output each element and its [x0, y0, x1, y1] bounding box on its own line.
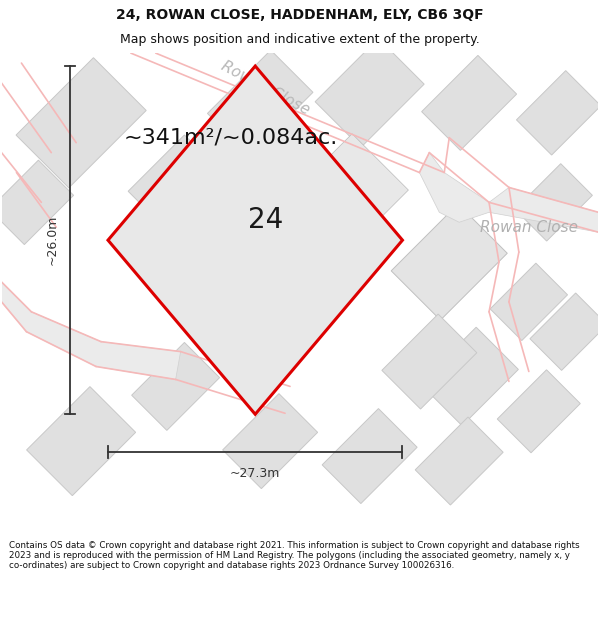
Polygon shape — [419, 152, 598, 232]
Polygon shape — [208, 50, 313, 156]
Polygon shape — [420, 328, 518, 426]
Polygon shape — [271, 134, 409, 271]
Text: 24: 24 — [248, 206, 283, 234]
Polygon shape — [490, 263, 568, 341]
Text: Map shows position and indicative extent of the property.: Map shows position and indicative extent… — [120, 33, 480, 46]
Polygon shape — [223, 394, 317, 489]
Polygon shape — [517, 71, 600, 155]
Text: ~27.3m: ~27.3m — [230, 468, 280, 481]
Text: Rowan Close: Rowan Close — [480, 220, 578, 235]
Polygon shape — [2, 282, 181, 379]
Text: Contains OS data © Crown copyright and database right 2021. This information is : Contains OS data © Crown copyright and d… — [9, 541, 580, 571]
Polygon shape — [391, 204, 507, 320]
Polygon shape — [415, 417, 503, 505]
Polygon shape — [108, 66, 403, 414]
Polygon shape — [0, 160, 74, 244]
Text: ~26.0m: ~26.0m — [46, 215, 59, 266]
Polygon shape — [131, 342, 220, 431]
Polygon shape — [26, 387, 136, 496]
Text: 24, ROWAN CLOSE, HADDENHAM, ELY, CB6 3QF: 24, ROWAN CLOSE, HADDENHAM, ELY, CB6 3QF — [116, 8, 484, 22]
Polygon shape — [322, 409, 417, 504]
Text: Rowan Close: Rowan Close — [218, 58, 312, 118]
Polygon shape — [497, 370, 580, 452]
Polygon shape — [530, 293, 600, 371]
Text: ~341m²/~0.084ac.: ~341m²/~0.084ac. — [123, 127, 337, 148]
Polygon shape — [128, 135, 223, 230]
Polygon shape — [422, 56, 517, 151]
Polygon shape — [16, 58, 146, 188]
Polygon shape — [515, 164, 592, 241]
Polygon shape — [315, 38, 424, 148]
Polygon shape — [382, 314, 477, 409]
